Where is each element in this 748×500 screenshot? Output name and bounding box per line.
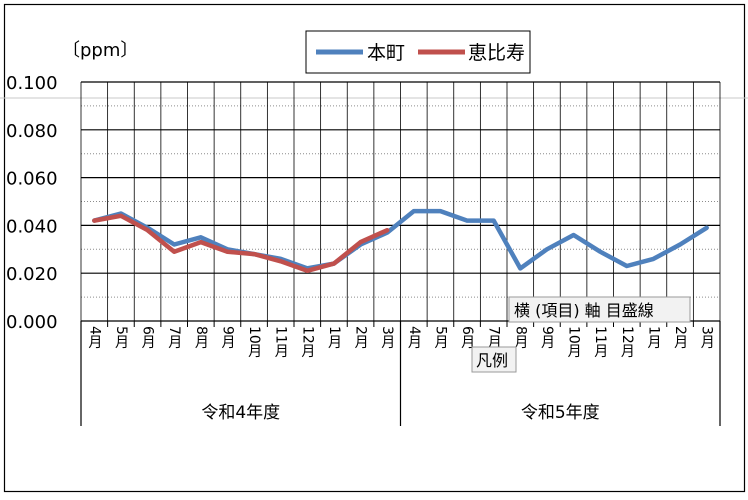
x-tick-label: 10月 (246, 326, 262, 359)
x-tick-label: 11月 (273, 326, 289, 359)
x-tick-label: 12月 (299, 326, 315, 359)
y-tick-label: 0.000 (6, 312, 58, 333)
legend-label-honmachi: 本町 (367, 42, 405, 64)
x-tick-label: 2月 (353, 326, 369, 350)
x-tick-label: 8月 (193, 326, 209, 350)
x-tick-label: 1月 (645, 326, 661, 350)
x-tick-label: 9月 (539, 326, 555, 350)
x-tick-label: 7月 (166, 326, 182, 350)
y-tick-label: 0.060 (6, 169, 58, 190)
x-tick-label: 2月 (672, 326, 688, 350)
y-tick-label: 0.080 (6, 121, 58, 142)
grid (80, 81, 721, 426)
x-tick-label: 3月 (379, 326, 395, 350)
y-tick-labels: 0.100 0.080 0.060 0.040 0.020 0.000 (6, 73, 58, 333)
x-tick-label: 6月 (140, 326, 156, 350)
x-group-label: 令和5年度 (521, 403, 600, 423)
x-group-labels: 令和4年度 令和5年度 (201, 403, 599, 423)
series-line-ebisu (92, 213, 390, 274)
y-tick-label: 0.100 (6, 73, 58, 94)
x-group-label: 令和4年度 (201, 403, 280, 423)
x-tick-label: 4月 (86, 326, 102, 350)
legend-label-ebisu: 恵比寿 (468, 42, 525, 64)
series-lines (92, 208, 709, 274)
x-tick-label: 5月 (432, 326, 448, 350)
x-tick-label: 8月 (512, 326, 528, 350)
x-tick-label: 9月 (219, 326, 235, 350)
y-tick-label: 0.040 (6, 216, 58, 237)
chart-frame (3, 3, 746, 493)
y-tick-label: 0.020 (6, 264, 58, 285)
x-tick-label: 11月 (592, 326, 608, 359)
tooltip-axis-gridline: 横 (項目) 軸 目盛線 (508, 296, 691, 323)
tooltip-axis-text: 横 (項目) 軸 目盛線 (514, 301, 654, 320)
x-tick-labels: 4月 5月 6月 7月 8月 9月 10月 11月 12月 1月 2月 3月 4月 5月 6月 7月 8月 9月 1… (86, 326, 714, 359)
series-line-honmachi (92, 208, 709, 271)
legend[interactable]: 本町 恵比寿 (305, 30, 531, 74)
x-tick-label: 7月 (486, 326, 502, 350)
x-tick-label: 4月 (406, 326, 422, 350)
x-tick-label: 12月 (619, 326, 635, 359)
tooltip-legend-text: 凡例 (476, 351, 508, 370)
x-tick-label: 1月 (326, 326, 342, 350)
x-tick-label: 6月 (459, 326, 475, 350)
x-tick-label: 5月 (113, 326, 129, 350)
tooltip-legend: 凡例 (471, 346, 517, 373)
x-tick-label: 10月 (566, 326, 582, 359)
x-tick-label: 3月 (699, 326, 715, 350)
y-unit-label: 〔ppm〕 (62, 40, 138, 61)
